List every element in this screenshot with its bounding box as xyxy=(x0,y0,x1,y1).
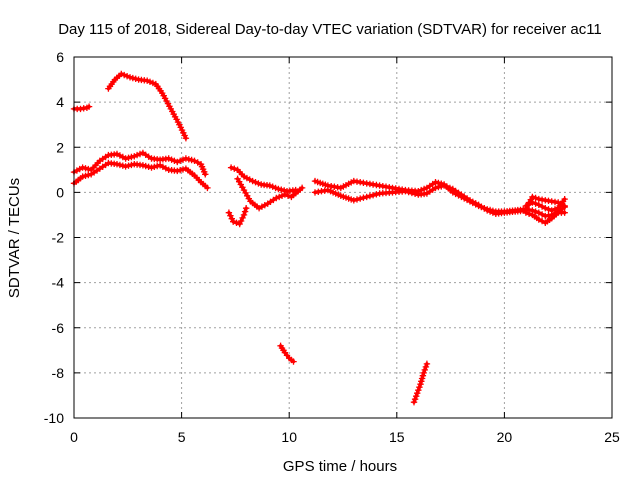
y-tick-label: 6 xyxy=(56,49,64,65)
chart-title: Day 115 of 2018, Sidereal Day-to-day VTE… xyxy=(58,21,602,38)
series-mid-upper xyxy=(227,164,299,195)
y-tick-label: -10 xyxy=(44,410,64,426)
y-tick-label: -8 xyxy=(52,365,65,381)
series-markers xyxy=(277,342,297,365)
x-tick-label: 10 xyxy=(281,429,297,445)
y-tick-label: -2 xyxy=(52,230,65,246)
x-tick-label: 20 xyxy=(497,429,513,445)
series-end-c xyxy=(522,209,568,226)
series-markers xyxy=(410,360,431,406)
series-band-lower xyxy=(70,159,211,192)
x-tick-label: 0 xyxy=(70,429,78,445)
data-series xyxy=(70,70,568,406)
series-drop-16h xyxy=(410,360,431,406)
y-tick-label: 0 xyxy=(56,184,64,200)
y-tick-label: 2 xyxy=(56,139,64,155)
x-axis-label: GPS time / hours xyxy=(283,458,397,475)
series-day-lower xyxy=(311,182,530,217)
series-markers xyxy=(70,159,211,192)
series-morning-peak xyxy=(105,70,190,142)
series-dip-7h xyxy=(225,204,250,228)
series-end-d xyxy=(522,195,568,214)
x-tick-label: 5 xyxy=(178,429,186,445)
series-markers xyxy=(227,164,299,195)
y-tick-label: 4 xyxy=(56,94,64,110)
series-markers xyxy=(234,175,306,212)
series-mid-lower xyxy=(234,175,306,212)
series-markers xyxy=(522,209,568,226)
axes: 0 5 10 15 20 25 -10 -8 -6 -4 -2 0 2 4 6 xyxy=(44,49,620,445)
series-markers xyxy=(522,195,568,214)
series-markers xyxy=(225,204,250,228)
x-tick-label: 25 xyxy=(604,429,620,445)
y-tick-label: -4 xyxy=(52,275,65,291)
x-tick-label: 15 xyxy=(389,429,405,445)
grid xyxy=(74,57,612,418)
y-tick-label: -6 xyxy=(52,320,65,336)
series-markers xyxy=(311,182,530,217)
series-drop-10h xyxy=(277,342,297,365)
series-markers xyxy=(105,70,190,142)
y-axis-label: SDTVAR / TECUs xyxy=(6,178,23,298)
